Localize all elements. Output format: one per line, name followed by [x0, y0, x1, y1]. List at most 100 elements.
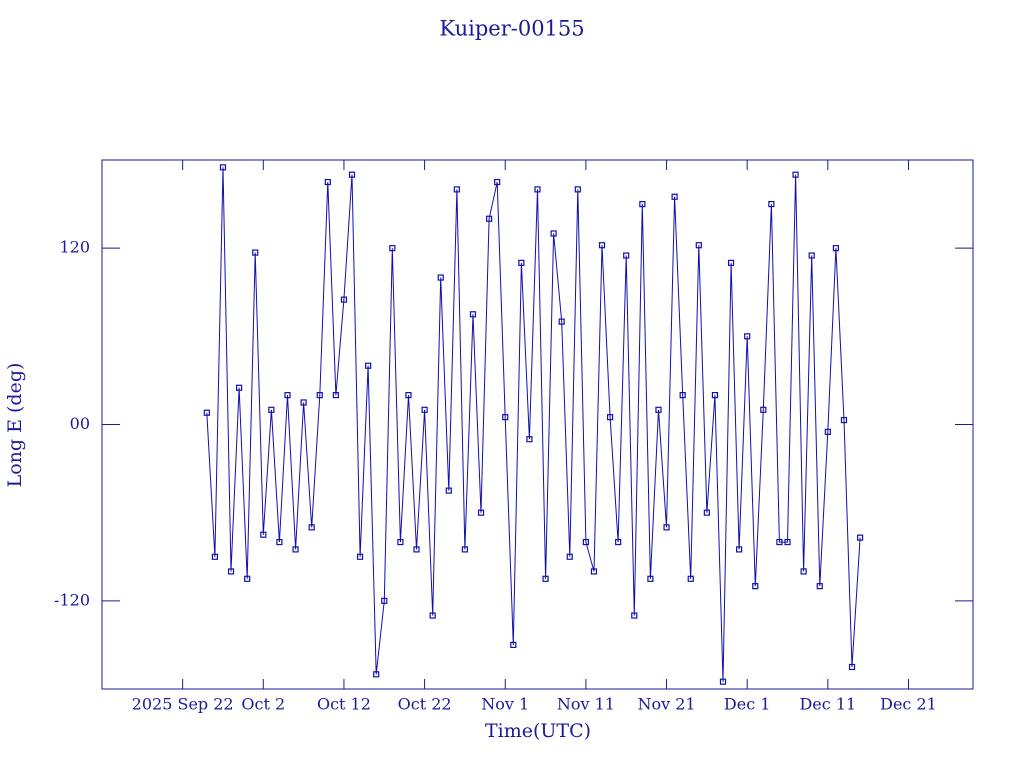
data-point	[219, 164, 227, 171]
data-point	[316, 392, 323, 399]
data-point	[679, 392, 686, 399]
data-point	[300, 399, 307, 406]
x-tick-label: Dec 11	[799, 695, 856, 714]
data-point	[324, 178, 331, 186]
data-point	[606, 414, 614, 421]
data-point	[203, 409, 210, 416]
data-point	[405, 392, 412, 399]
data-point	[413, 546, 420, 553]
data-point	[381, 597, 388, 604]
x-tick-label: Oct 12	[317, 695, 371, 714]
data-point	[647, 575, 654, 582]
plot-frame	[101, 159, 974, 690]
data-point	[244, 575, 251, 582]
data-point	[719, 678, 727, 685]
x-tick-label: Dec 1	[724, 695, 771, 714]
data-point	[816, 583, 823, 590]
x-tick-label: Nov 1	[481, 695, 529, 714]
data-point	[348, 171, 356, 178]
data-point	[276, 538, 283, 546]
data-point	[840, 416, 848, 424]
data-point	[582, 538, 589, 546]
data-point	[590, 568, 598, 575]
data-point	[526, 436, 533, 443]
series-line	[206, 167, 861, 682]
data-point	[445, 487, 452, 494]
data-point	[848, 663, 856, 671]
data-point	[356, 553, 364, 560]
data-point	[518, 259, 525, 266]
x-tick-label: Oct 22	[398, 695, 452, 714]
data-point	[727, 259, 735, 266]
data-point	[671, 193, 678, 200]
data-point	[332, 392, 339, 399]
data-point	[510, 641, 517, 649]
data-point	[389, 245, 396, 252]
data-point	[558, 318, 565, 325]
data-point	[784, 538, 791, 546]
data-point	[236, 384, 243, 391]
data-point	[792, 171, 799, 178]
data-point	[477, 509, 485, 516]
x-axis-label: Time(UTC)	[485, 720, 591, 742]
data-point	[615, 538, 622, 546]
x-tick-label: 2025 Sep 22	[132, 695, 234, 714]
data-point	[639, 200, 646, 208]
data-point	[252, 249, 259, 256]
data-point	[211, 553, 219, 560]
data-point	[308, 524, 315, 531]
data-point	[687, 575, 694, 582]
data-point	[429, 612, 436, 619]
data-point	[744, 333, 751, 340]
data-point	[760, 406, 767, 413]
data-point	[421, 406, 428, 413]
data-point	[494, 178, 501, 186]
y-tick-label: 120	[59, 238, 90, 257]
data-point	[469, 311, 477, 318]
data-point	[856, 534, 864, 541]
x-tick-label: Nov 11	[557, 695, 615, 714]
data-point	[340, 296, 348, 303]
data-point	[752, 583, 759, 590]
data-point	[284, 392, 291, 399]
data-point	[768, 200, 775, 208]
data-point	[800, 568, 807, 575]
data-point	[397, 538, 404, 546]
x-tick-label: Oct 2	[241, 695, 285, 714]
data-point	[711, 392, 719, 399]
data-point	[663, 524, 670, 531]
data-point	[461, 546, 469, 553]
data-point	[502, 414, 509, 421]
x-tick-label: Dec 21	[880, 695, 937, 714]
data-point	[695, 242, 702, 249]
data-point	[373, 671, 380, 678]
data-point	[703, 509, 710, 516]
data-point	[631, 612, 638, 619]
data-point	[437, 274, 444, 281]
data-point	[542, 575, 549, 582]
x-tick-label: Nov 21	[637, 695, 695, 714]
data-point	[534, 186, 541, 193]
data-point	[598, 242, 606, 249]
y-tick-label: 00	[70, 414, 90, 433]
data-point	[824, 428, 831, 435]
y-axis-label: Long E (deg)	[4, 363, 26, 488]
data-point	[268, 406, 275, 413]
data-point	[776, 538, 783, 546]
data-point	[736, 546, 743, 553]
y-tick-label: -120	[54, 590, 90, 609]
data-point	[832, 245, 839, 252]
data-point	[227, 568, 235, 575]
data-point	[574, 186, 581, 193]
data-point	[808, 252, 815, 259]
data-point	[550, 230, 557, 237]
data-point	[566, 553, 573, 560]
data-point	[365, 362, 372, 369]
data-point	[260, 531, 267, 538]
data-point	[453, 186, 460, 193]
chart-title: Kuiper-00155	[439, 17, 584, 41]
data-point	[292, 546, 299, 553]
data-point	[655, 406, 662, 413]
data-point	[486, 215, 493, 222]
